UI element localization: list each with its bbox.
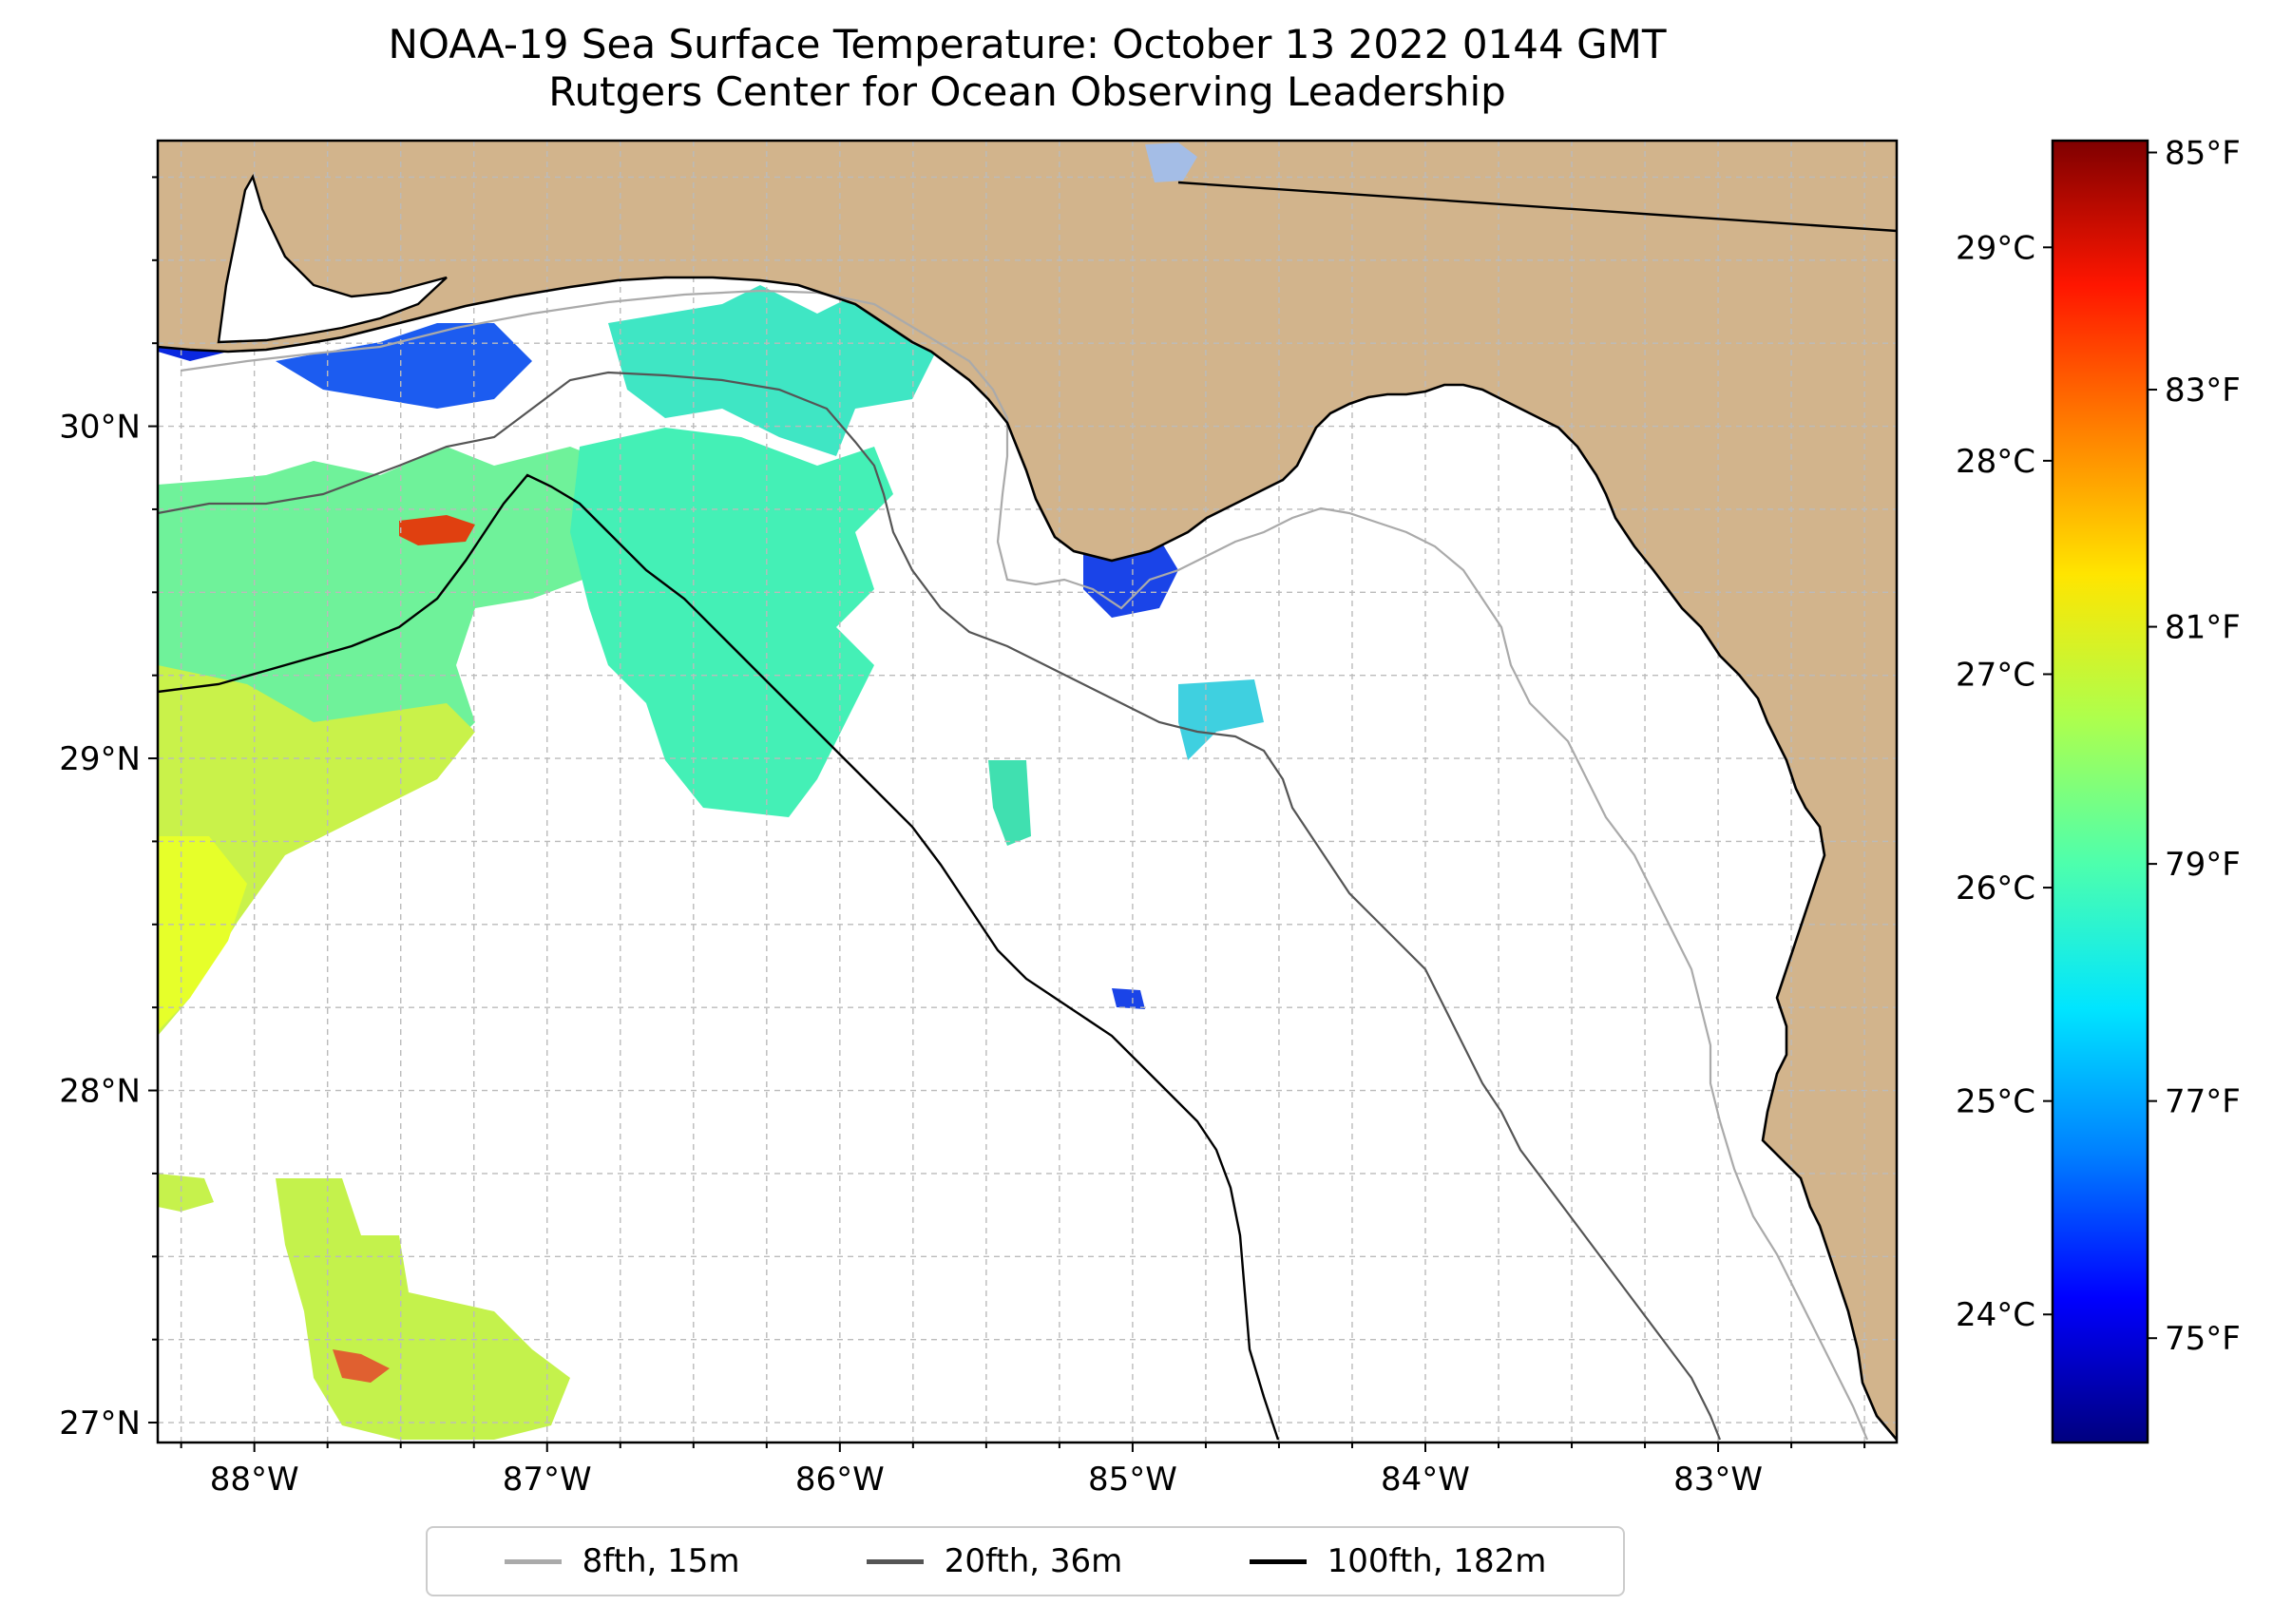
contour-legend: 8fth, 15m 20fth, 36m 100fth, 182m: [426, 1526, 1625, 1596]
fahrenheit-tick-label: 77°F: [2165, 1083, 2241, 1121]
colorbar-celsius-axis: 29°C 28°C 27°C 26°C 25°C 24°C: [1956, 229, 2053, 1334]
lat-tick-label: 30°N: [59, 409, 141, 447]
sst-patch-east-small: [1178, 679, 1264, 760]
sst-patch-south-red: [333, 1349, 390, 1383]
sst-patch-hot-spot: [399, 515, 475, 545]
land-mass: [158, 141, 1897, 1440]
lon-tick-label: 86°W: [795, 1461, 885, 1499]
sst-patch-blue-nearshore: [276, 323, 532, 409]
legend-line-100fth: [1249, 1558, 1307, 1564]
legend-line-20fth: [866, 1558, 924, 1564]
map-area: [158, 141, 1897, 1442]
celsius-tick-label: 26°C: [1956, 869, 2035, 908]
title-line-1: NOAA-19 Sea Surface Temperature: October…: [388, 21, 1667, 67]
celsius-tick-label: 28°C: [1956, 443, 2035, 481]
latitude-axis: 30°N 29°N 28°N 27°N: [59, 176, 158, 1442]
celsius-tick-label: 24°C: [1956, 1296, 2035, 1334]
celsius-tick-label: 27°C: [1956, 656, 2035, 694]
lat-tick-label: 27°N: [59, 1404, 141, 1442]
legend-item-100fth: 100fth, 182m: [1249, 1542, 1547, 1580]
legend-item-20fth: 20fth, 36m: [866, 1542, 1123, 1580]
contour-8fth: [180, 289, 1869, 1441]
legend-line-8fth: [504, 1558, 562, 1564]
colorbar-gradient: [2051, 139, 2149, 1444]
legend-item-8fth: 8fth, 15m: [504, 1542, 740, 1580]
sst-patch-speck-2: [988, 760, 1031, 846]
legend-label-20fth: 20fth, 36m: [944, 1542, 1123, 1580]
longitude-axis: 88°W 87°W 86°W 85°W 84°W 83°W: [180, 1442, 1866, 1499]
bay-inlet: [217, 173, 448, 344]
sst-patch-yellow-edge: [158, 836, 247, 1031]
legend-label-8fth: 8fth, 15m: [582, 1542, 740, 1580]
lat-tick-label: 28°N: [59, 1073, 141, 1111]
contour-100fth: [158, 473, 1280, 1441]
gridlines: [158, 141, 1897, 1442]
sst-patch-central: [570, 428, 893, 817]
lon-tick-label: 85°W: [1088, 1461, 1177, 1499]
lon-tick-label: 84°W: [1381, 1461, 1470, 1499]
fahrenheit-tick-label: 81°F: [2165, 609, 2241, 647]
fahrenheit-tick-label: 83°F: [2165, 372, 2241, 410]
sst-data-layer: [158, 141, 1264, 1440]
lon-tick-label: 87°W: [503, 1461, 592, 1499]
lake: [1145, 143, 1197, 182]
sst-patch-speck-1: [1112, 988, 1145, 1009]
lat-tick-label: 29°N: [59, 740, 141, 778]
contour-20fth: [158, 371, 1722, 1441]
sst-patch-southwest-small: [158, 1174, 214, 1212]
map-frame: [156, 139, 1899, 1444]
lon-tick-label: 88°W: [210, 1461, 299, 1499]
lon-tick-label: 83°W: [1673, 1461, 1763, 1499]
sst-patch-warm-southwest: [158, 665, 475, 1036]
coastline: [158, 276, 1897, 1441]
fahrenheit-tick-label: 79°F: [2165, 846, 2241, 884]
celsius-tick-label: 25°C: [1956, 1083, 2035, 1121]
fahrenheit-tick-label: 85°F: [2165, 134, 2241, 172]
colorbar-fahrenheit-axis: 85°F 83°F 81°F 79°F 77°F 75°F: [2148, 134, 2241, 1358]
sst-patch-coastal-north: [608, 285, 941, 456]
chart-title: NOAA-19 Sea Surface Temperature: October…: [158, 21, 1897, 116]
colorbar: 29°C 28°C 27°C 26°C 25°C 24°C 85°F 83°F 81°F 79°…: [1956, 134, 2241, 1444]
fahrenheit-tick-label: 75°F: [2165, 1320, 2241, 1358]
title-line-2: Rutgers Center for Ocean Observing Leade…: [548, 68, 1506, 115]
legend-label-100fth: 100fth, 182m: [1327, 1542, 1547, 1580]
state-boundary-line: [1177, 181, 1897, 233]
celsius-tick-label: 29°C: [1956, 229, 2035, 267]
